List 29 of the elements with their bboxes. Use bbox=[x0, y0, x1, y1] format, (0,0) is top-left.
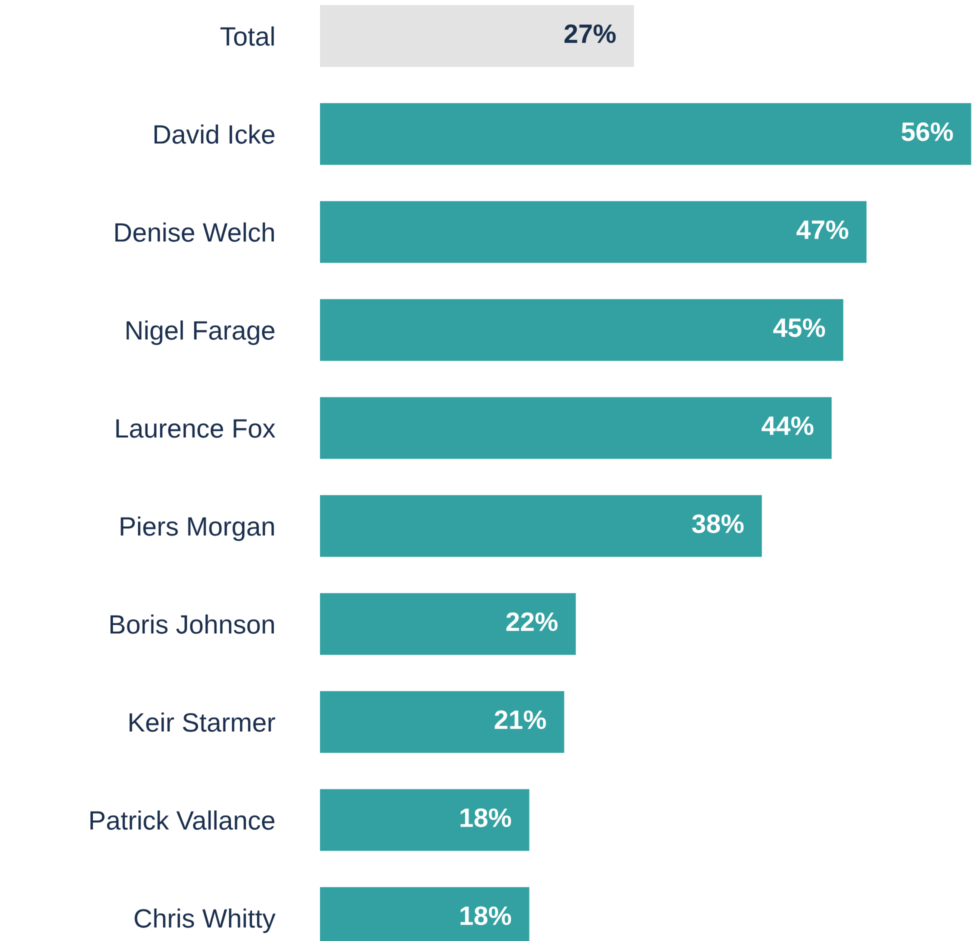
data-label: 27% bbox=[564, 24, 616, 44]
y-tick-label: Total bbox=[220, 26, 274, 46]
y-tick-label: Piers Morgan bbox=[120, 516, 274, 542]
y-tick-label: Boris Johnson bbox=[110, 614, 274, 634]
bar bbox=[320, 201, 867, 263]
data-label: 21% bbox=[494, 710, 546, 730]
data-label: 18% bbox=[460, 808, 512, 828]
bar bbox=[320, 691, 564, 753]
data-label: 56% bbox=[902, 122, 953, 142]
y-tick-label: Chris Whitty bbox=[134, 908, 276, 934]
bar bbox=[320, 789, 530, 851]
bar bbox=[320, 593, 576, 655]
y-tick-label: Patrick Vallance bbox=[90, 810, 274, 830]
data-label: 47% bbox=[796, 220, 848, 240]
data-label: 45% bbox=[773, 318, 825, 338]
data-label: 44% bbox=[762, 416, 814, 436]
bar bbox=[320, 397, 832, 459]
y-tick-label: Keir Starmer bbox=[130, 712, 276, 732]
y-tick-label: Denise Welch bbox=[115, 222, 274, 242]
bar bbox=[320, 299, 844, 361]
bar bbox=[320, 103, 972, 165]
y-tick-label: Laurence Fox bbox=[116, 419, 276, 438]
data-label: 38% bbox=[692, 514, 744, 534]
bar bbox=[320, 495, 762, 557]
bar bbox=[320, 5, 634, 67]
data-label: 22% bbox=[506, 612, 558, 632]
y-tick-label: Nigel Farage bbox=[126, 320, 274, 346]
y-tick-label: David Icke bbox=[154, 124, 274, 144]
data-label: 18% bbox=[460, 906, 512, 926]
